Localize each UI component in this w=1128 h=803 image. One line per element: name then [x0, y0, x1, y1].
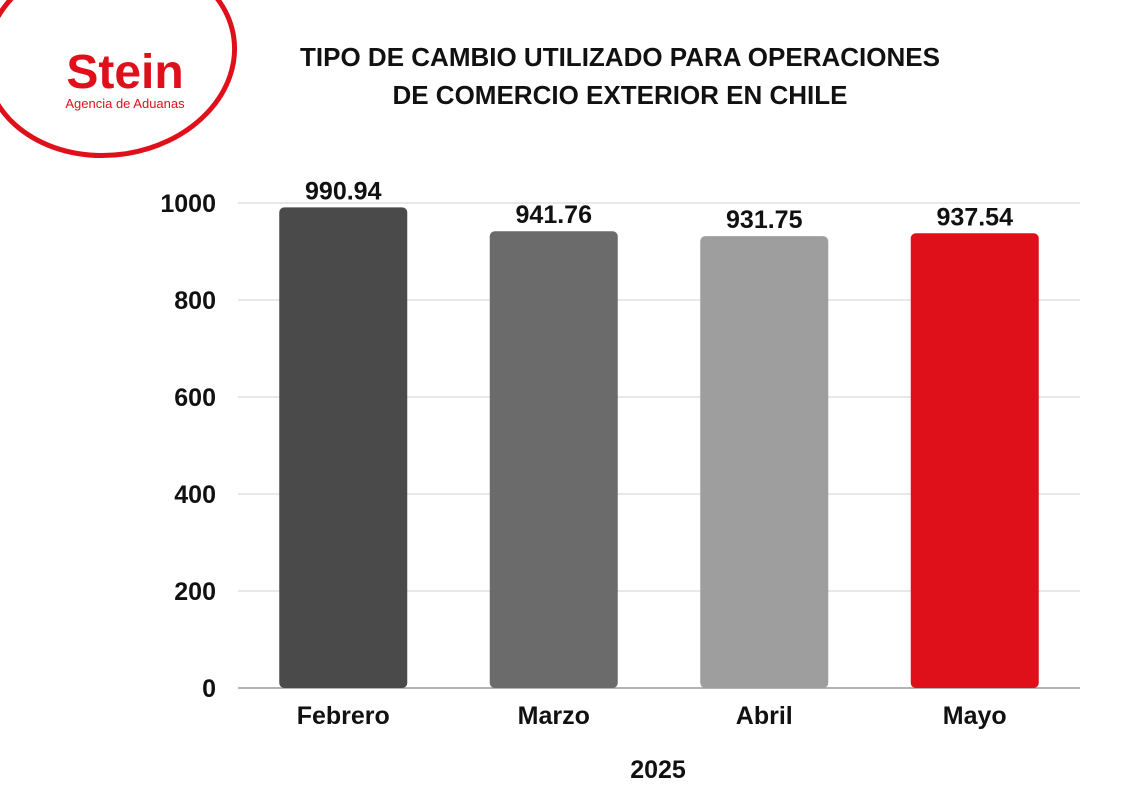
- bar-febrero: [279, 207, 408, 688]
- bars: [279, 207, 1039, 689]
- bar-marzo: [489, 231, 618, 688]
- chart-title-line-1: TIPO DE CAMBIO UTILIZADO PARA OPERACIONE…: [300, 42, 940, 72]
- y-tick-label: 600: [174, 384, 216, 412]
- logo-name: Stein: [66, 46, 183, 99]
- data-label: 990.94: [305, 177, 382, 205]
- stein-logo: Stein Agencia de Aduanas: [0, 0, 238, 159]
- chart-title-line-2: DE COMERCIO EXTERIOR EN CHILE: [392, 80, 848, 110]
- data-label: 931.75: [726, 206, 803, 234]
- y-tick-label: 400: [174, 481, 216, 509]
- x-axis-tick-labels: Febrero Marzo Abril Mayo: [297, 702, 1007, 730]
- logo-swoosh: [0, 0, 238, 159]
- logo-swoosh-fill: [0, 0, 232, 153]
- x-tick-label: Abril: [736, 702, 793, 730]
- y-tick-label: 0: [202, 675, 216, 703]
- y-tick-label: 200: [174, 578, 216, 606]
- x-tick-label: Mayo: [943, 702, 1007, 730]
- y-tick-label: 1000: [160, 190, 216, 218]
- x-tick-label: Febrero: [297, 702, 390, 730]
- chart-title: TIPO DE CAMBIO UTILIZADO PARA OPERACIONE…: [240, 38, 1000, 114]
- data-label: 941.76: [516, 201, 592, 229]
- y-tick-label: 800: [174, 287, 216, 315]
- logo-tagline: Agencia de Aduanas: [65, 96, 185, 111]
- y-axis-tick-labels: 0 200 400 600 800 1000: [160, 190, 216, 703]
- data-labels: 990.94 941.76 931.75 937.54: [305, 177, 1013, 234]
- data-label: 937.54: [937, 203, 1014, 231]
- bar-mayo: [910, 233, 1039, 689]
- bar-abril: [700, 236, 829, 688]
- x-axis-label: 2025: [630, 756, 686, 784]
- x-tick-label: Marzo: [518, 702, 590, 730]
